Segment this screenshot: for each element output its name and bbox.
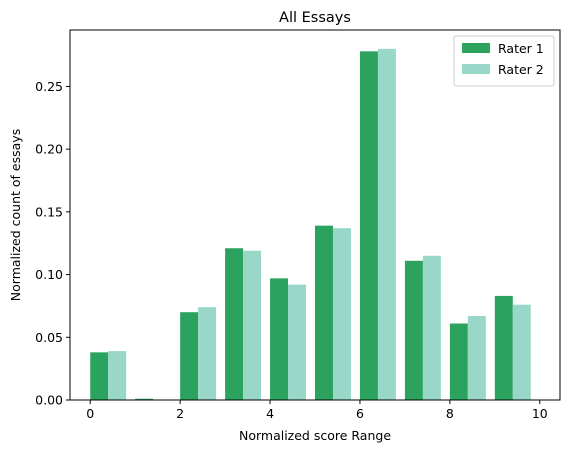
y-axis-label: Normalized count of essays xyxy=(8,129,23,301)
bar-rater-2-bin-5 xyxy=(332,228,351,400)
bar-rater-2-bin-6 xyxy=(377,48,396,401)
legend-swatch-rater-1 xyxy=(462,43,490,53)
bar-rater-1-bin-9 xyxy=(494,295,513,400)
bar-rater-2-bin-2 xyxy=(198,307,217,400)
x-tick-label: 0 xyxy=(86,406,94,421)
x-axis-label: Normalized score Range xyxy=(239,428,391,443)
bars-group xyxy=(90,48,531,401)
bar-rater-1-bin-0 xyxy=(90,352,109,400)
x-tick-label: 10 xyxy=(532,406,548,421)
bar-rater-2-bin-8 xyxy=(467,315,486,400)
y-tick-label: 0.05 xyxy=(35,330,63,345)
y-tick-label: 0.00 xyxy=(35,393,63,408)
legend: Rater 1 Rater 2 xyxy=(453,35,555,87)
bar-rater-2-bin-0 xyxy=(108,351,127,400)
chart-title: All Essays xyxy=(279,10,351,26)
y-axis-ticks: 0.00 0.05 0.10 0.15 0.20 0.25 xyxy=(35,79,70,408)
bar-rater-2-bin-3 xyxy=(243,250,262,400)
legend-label-rater-2: Rater 2 xyxy=(498,62,544,77)
bar-rater-1-bin-2 xyxy=(180,312,199,400)
x-tick-label: 6 xyxy=(356,406,364,421)
plot-frame xyxy=(69,29,561,401)
bar-rater-1-bin-6 xyxy=(359,51,378,400)
legend-swatch-rater-2 xyxy=(462,64,490,74)
bar-rater-1-bin-4 xyxy=(270,278,289,400)
bar-rater-1-bin-5 xyxy=(315,225,333,400)
y-tick-label: 0.10 xyxy=(35,267,63,282)
bar-rater-2-bin-7 xyxy=(422,255,441,400)
y-tick-label: 0.15 xyxy=(35,204,63,219)
bar-rater-1-bin-3 xyxy=(225,248,244,400)
bar-rater-1-bin-7 xyxy=(404,260,423,400)
y-tick-label: 0.25 xyxy=(35,79,63,94)
x-tick-label: 8 xyxy=(446,406,454,421)
y-tick-label: 0.20 xyxy=(35,142,63,157)
x-tick-label: 4 xyxy=(266,406,274,421)
bar-rater-1-bin-8 xyxy=(449,323,468,400)
bar-rater-2-bin-4 xyxy=(288,284,307,400)
legend-label-rater-1: Rater 1 xyxy=(498,41,544,56)
bar-rater-2-bin-9 xyxy=(512,304,531,400)
x-tick-label: 2 xyxy=(176,406,184,421)
bar-rater-1-bin-1 xyxy=(135,398,154,400)
x-axis-ticks: 0 2 4 6 8 10 xyxy=(86,400,548,421)
